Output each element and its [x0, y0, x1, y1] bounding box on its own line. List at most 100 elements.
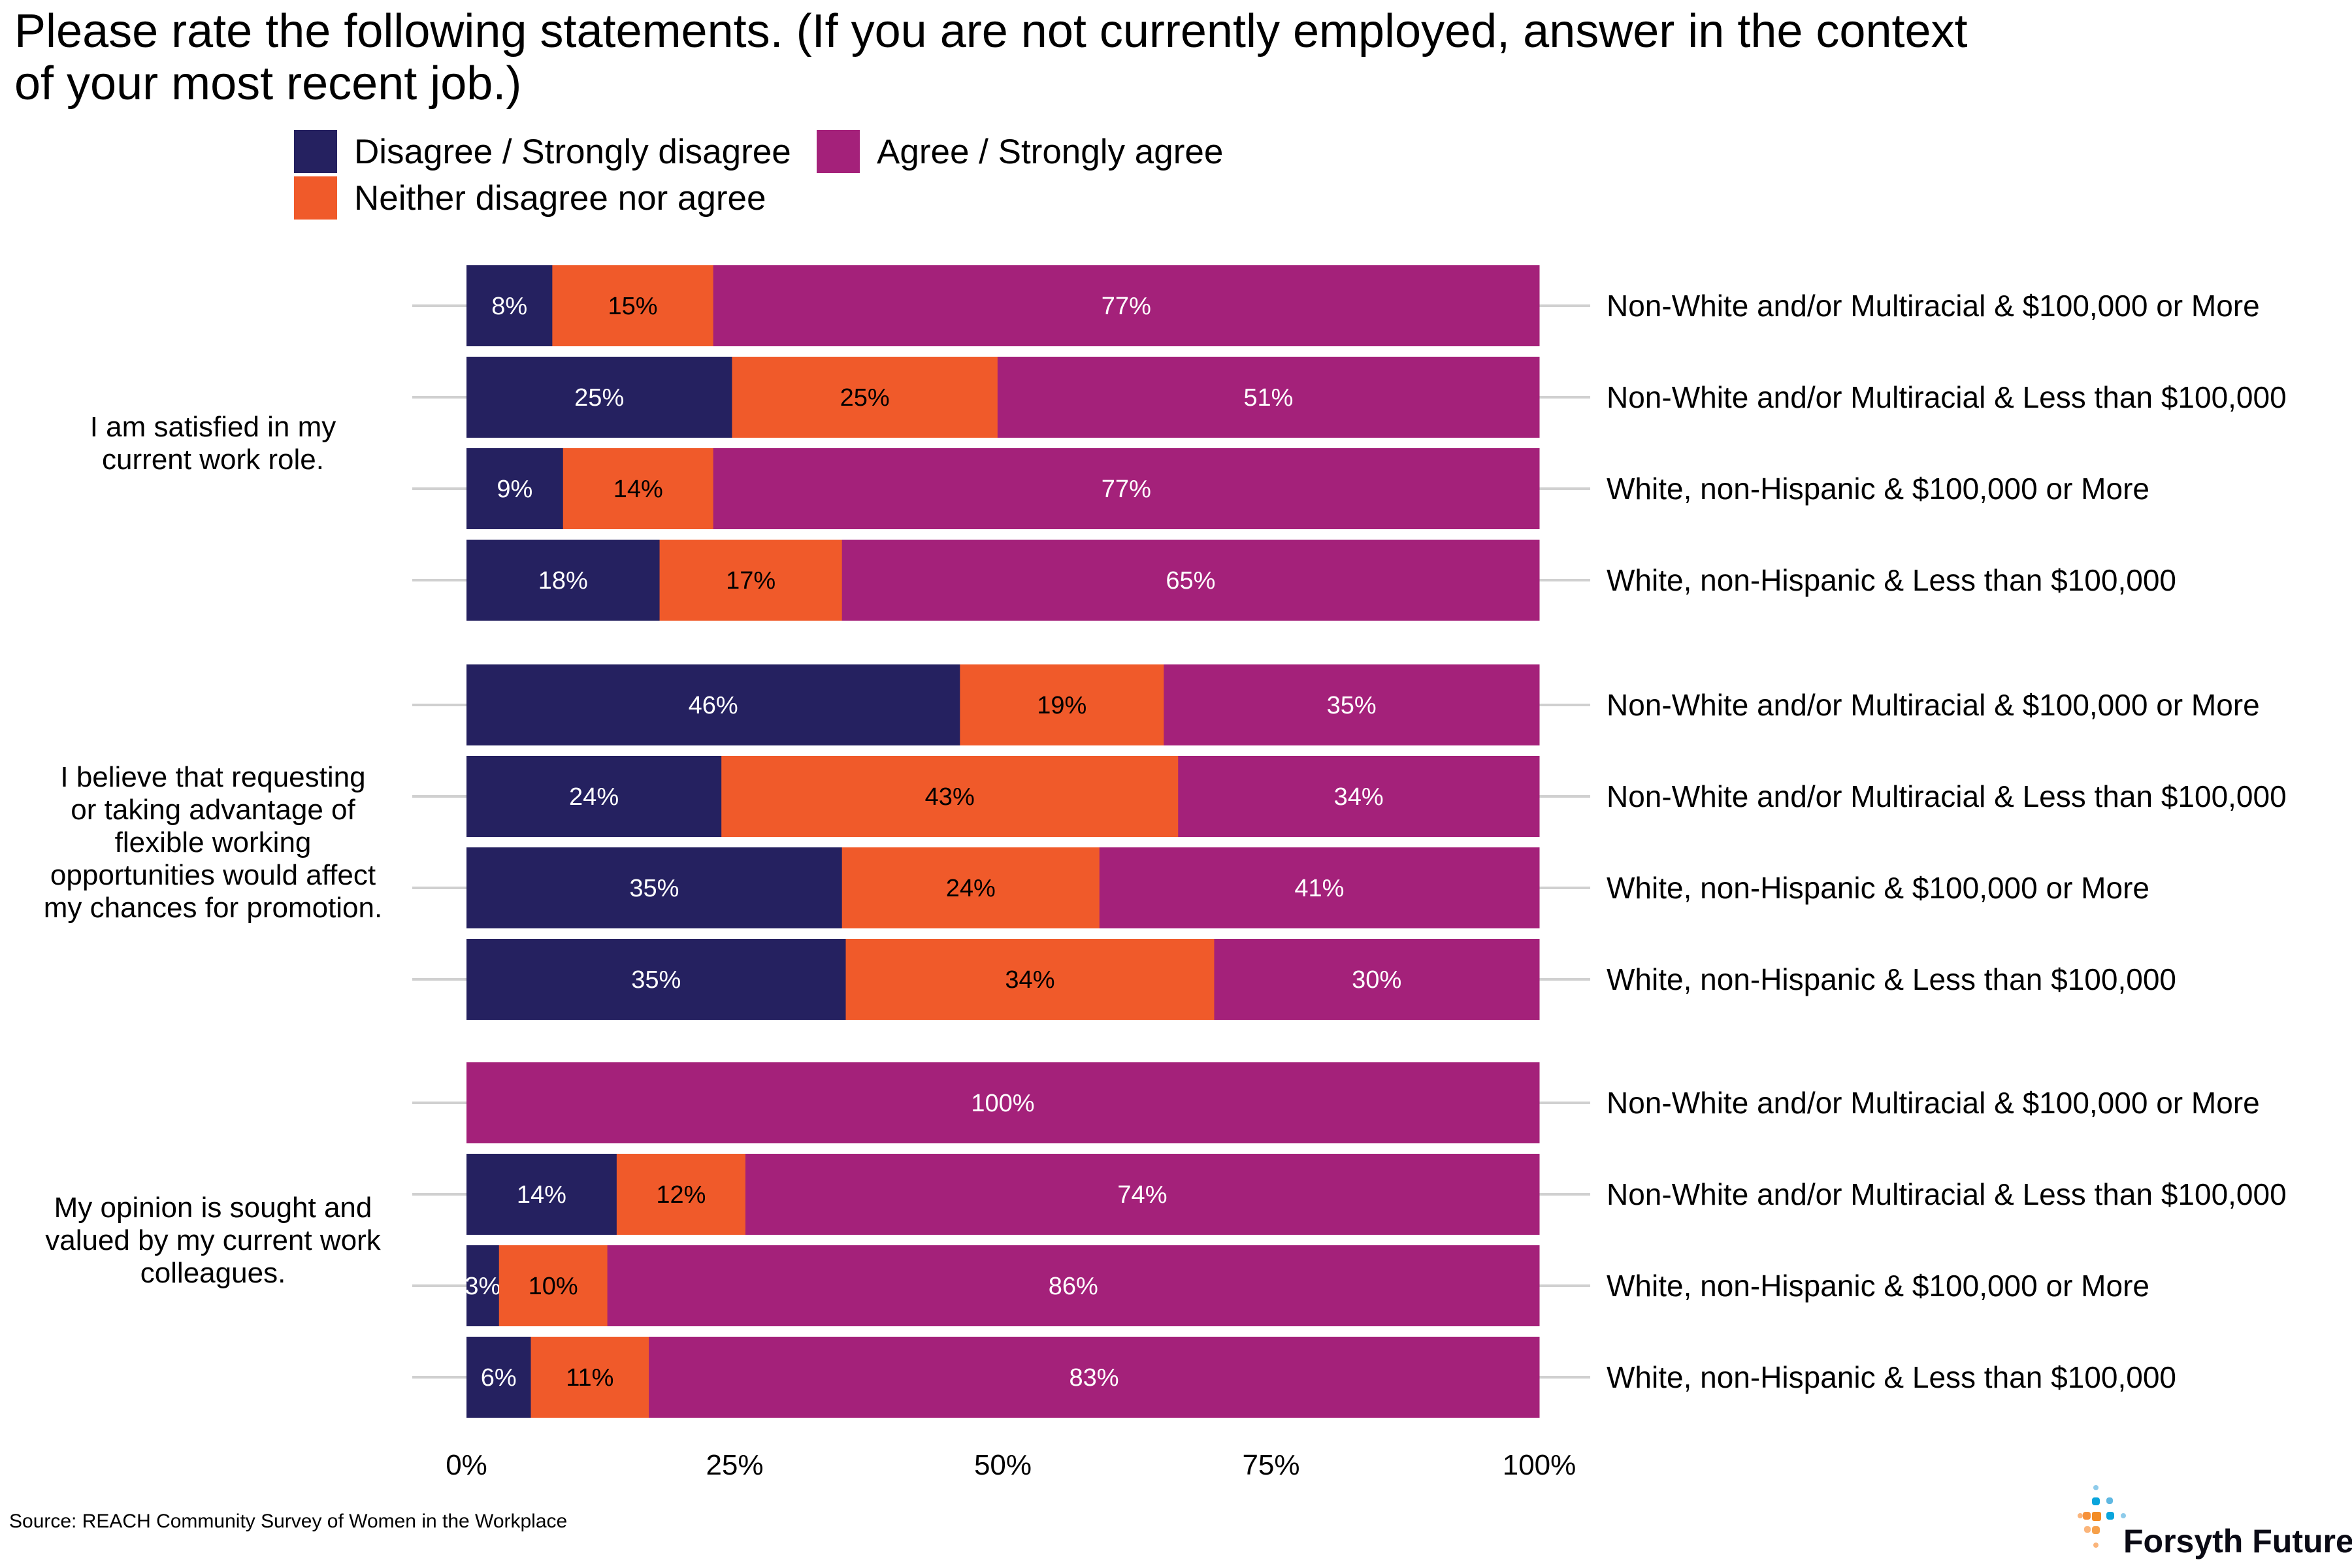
bar-segment	[466, 540, 661, 621]
bar-segment	[466, 1245, 500, 1326]
legend-label: Neither disagree nor agree	[354, 178, 766, 218]
data-label: 14%	[613, 476, 663, 503]
bar-segment	[466, 265, 553, 346]
bar-segment	[531, 1337, 649, 1418]
data-label: 77%	[1102, 476, 1151, 503]
chart-title: Please rate the following statements. (I…	[14, 5, 1968, 110]
x-tick-label: 50%	[974, 1449, 1032, 1481]
data-label: 3%	[465, 1273, 500, 1300]
bar-segment	[1164, 664, 1540, 745]
data-label: 10%	[529, 1273, 578, 1300]
legend-label: Disagree / Strongly disagree	[354, 132, 791, 171]
data-label: 74%	[1117, 1181, 1167, 1209]
bar-segment	[616, 1154, 746, 1235]
source-note: Source: REACH Community Survey of Women …	[9, 1511, 568, 1532]
row-label: White, non-Hispanic & Less than $100,000	[1607, 1360, 2176, 1394]
logo-text: Forsyth Futures	[2123, 1523, 2352, 1560]
data-label: 15%	[608, 293, 657, 320]
data-label: 41%	[1294, 875, 1344, 902]
bar-segment	[960, 664, 1164, 745]
data-label: 6%	[481, 1364, 517, 1392]
data-label: 8%	[491, 293, 527, 320]
bar-segment	[721, 756, 1179, 837]
data-label: 24%	[946, 875, 996, 902]
data-label: 65%	[1166, 567, 1215, 595]
bar-segment	[466, 664, 960, 745]
bar-segment	[713, 265, 1540, 346]
bar-segment	[745, 1154, 1540, 1235]
bar-segment	[841, 847, 1100, 928]
legend-item-disagree: Disagree / Strongly disagree	[294, 130, 791, 173]
x-tick-label: 25%	[706, 1449, 763, 1481]
data-label: 35%	[631, 966, 681, 994]
bar-segment	[466, 357, 732, 438]
bar-segment	[466, 939, 847, 1020]
row-label: Non-White and/or Multiracial & $100,000 …	[1607, 289, 2260, 323]
group-label: My opinion is sought and valued by my cur…	[45, 1192, 382, 1289]
bar-segment	[466, 448, 564, 529]
forsyth-futures-logo: Forsyth Futures	[2078, 1483, 2352, 1568]
bar-segment	[732, 357, 998, 438]
row-label: White, non-Hispanic & $100,000 or More	[1607, 871, 2149, 905]
row-label: White, non-Hispanic & $100,000 or More	[1607, 1269, 2149, 1303]
data-label: 25%	[574, 384, 624, 412]
data-label: 18%	[538, 567, 588, 595]
row-label: White, non-Hispanic & $100,000 or More	[1607, 472, 2149, 506]
bar-segment	[552, 265, 714, 346]
data-label: 46%	[689, 692, 738, 719]
data-label: 9%	[497, 476, 532, 503]
bar-segment	[498, 1245, 608, 1326]
data-label: 51%	[1243, 384, 1293, 412]
data-label: 24%	[569, 783, 619, 811]
bar-segment	[607, 1245, 1540, 1326]
row-label: White, non-Hispanic & Less than $100,000	[1607, 962, 2176, 996]
row-label: Non-White and/or Multiracial & Less than…	[1607, 380, 2287, 414]
legend-swatch-disagree	[294, 130, 337, 173]
data-label: 19%	[1037, 692, 1086, 719]
data-label: 100%	[971, 1090, 1034, 1117]
bar-segment	[466, 1337, 532, 1418]
bar-segment	[659, 540, 843, 621]
data-label: 35%	[629, 875, 679, 902]
data-label: 35%	[1327, 692, 1377, 719]
legend-swatch-agree	[817, 130, 860, 173]
data-label: 14%	[517, 1181, 566, 1209]
x-tick-label: 100%	[1503, 1449, 1576, 1481]
data-label: 11%	[566, 1364, 613, 1392]
bar-segment	[713, 448, 1540, 529]
row-label: Non-White and/or Multiracial & Less than…	[1607, 1177, 2287, 1211]
row-label: White, non-Hispanic & Less than $100,000	[1607, 563, 2176, 597]
bar-segment	[997, 357, 1540, 438]
data-label: 25%	[840, 384, 890, 412]
x-tick-label: 0%	[446, 1449, 487, 1481]
legend-label: Agree / Strongly agree	[877, 132, 1224, 171]
data-label: 86%	[1049, 1273, 1098, 1300]
bar-segment	[563, 448, 714, 529]
bar-segment	[1099, 847, 1540, 928]
logo-dots-icon	[2078, 1485, 2126, 1548]
data-label: 43%	[925, 783, 975, 811]
row-label: Non-White and/or Multiracial & Less than…	[1607, 779, 2287, 813]
data-label: 83%	[1070, 1364, 1119, 1392]
row-label: Non-White and/or Multiracial & $100,000 …	[1607, 688, 2260, 722]
bar-segment	[466, 847, 843, 928]
x-tick-label: 75%	[1242, 1449, 1299, 1481]
data-label: 17%	[726, 567, 776, 595]
data-label: 77%	[1102, 293, 1151, 320]
bar-segment	[845, 939, 1215, 1020]
bar-segment	[466, 756, 722, 837]
data-label: 34%	[1334, 783, 1384, 811]
group-label: I believe that requesting or taking advan…	[44, 761, 382, 924]
group-label: I am satisfied in my current work role.	[90, 411, 336, 476]
bar-segment	[649, 1337, 1540, 1418]
legend-item-neither: Neither disagree nor agree	[294, 176, 766, 220]
legend-swatch-neither	[294, 176, 337, 220]
bar-segment	[466, 1062, 1540, 1143]
data-label: 30%	[1352, 966, 1401, 994]
row-label: Non-White and/or Multiracial & $100,000 …	[1607, 1086, 2260, 1120]
bar-segment	[841, 540, 1540, 621]
data-label: 34%	[1005, 966, 1054, 994]
legend-item-agree: Agree / Strongly agree	[817, 130, 1223, 173]
bar-segment	[466, 1154, 617, 1235]
